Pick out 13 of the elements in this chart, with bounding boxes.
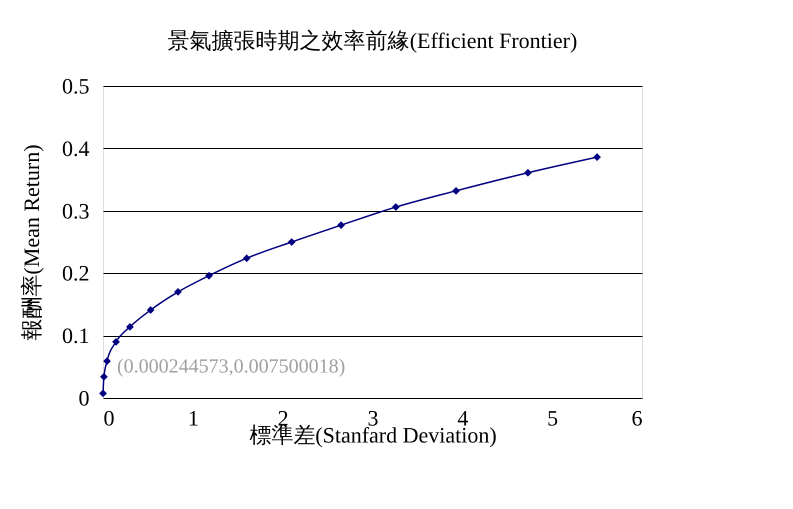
y-tick-label: 0 <box>78 386 90 410</box>
x-tick-label: 5 <box>547 406 558 430</box>
y-tick-label: 0.4 <box>62 136 90 161</box>
y-tick-label: 0.2 <box>62 260 90 286</box>
y-axis-title: 報酬率(Mean Return) <box>19 144 44 341</box>
x-tick-label: 6 <box>632 406 642 430</box>
y-tick-label: 0.1 <box>62 323 90 348</box>
chart-title: 景氣擴張時期之效率前緣(Efficient Frontier) <box>168 28 578 53</box>
x-tick-label: 1 <box>188 406 199 430</box>
annotation: (0.000244573,0.007500018) <box>117 355 346 378</box>
y-tick-label: 0.3 <box>62 198 90 224</box>
x-tick-label: 0 <box>104 406 114 430</box>
y-tick-label: 0.5 <box>62 74 90 98</box>
